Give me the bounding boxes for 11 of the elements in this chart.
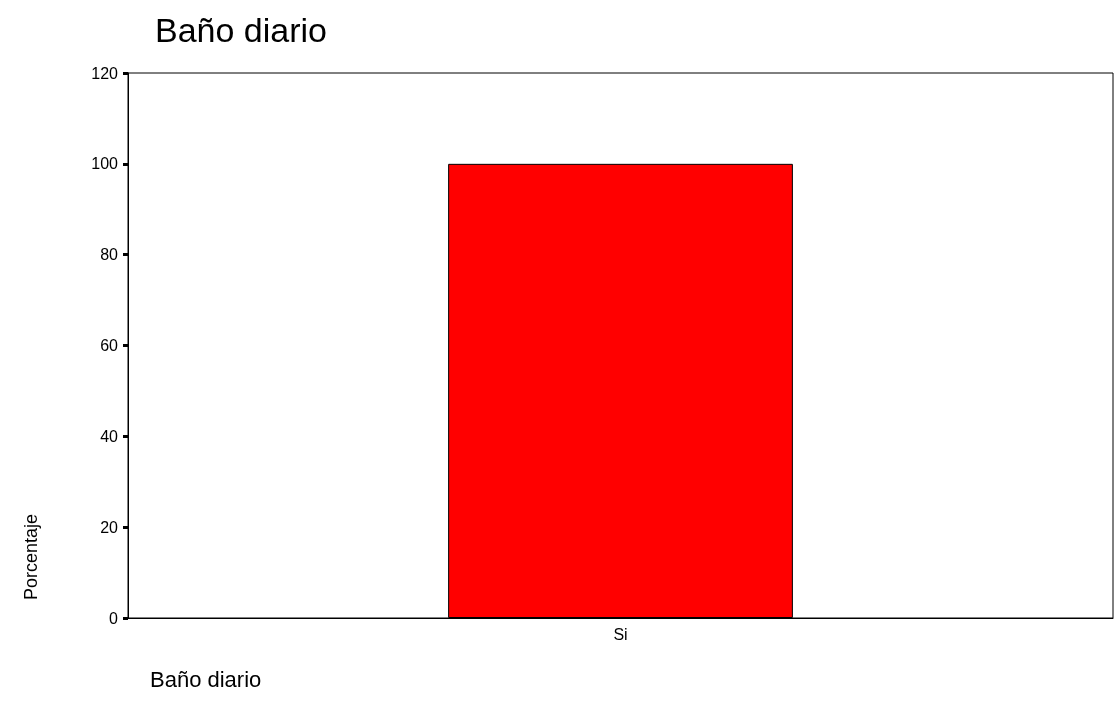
y-axis-title: Porcentaje	[21, 513, 41, 600]
y-tick-label: 100	[91, 155, 119, 173]
y-tick-label: 0	[109, 609, 119, 627]
y-tick-label: 80	[100, 246, 119, 264]
x-axis-title: Baño diario	[150, 666, 262, 692]
y-tick-label: 40	[100, 427, 119, 445]
y-tick-label: 120	[91, 64, 119, 82]
y-tick-label: 20	[100, 518, 119, 536]
x-tick-label: Si	[613, 625, 628, 643]
chart-title: Baño diario	[155, 11, 328, 49]
y-tick-label: 60	[100, 337, 119, 354]
